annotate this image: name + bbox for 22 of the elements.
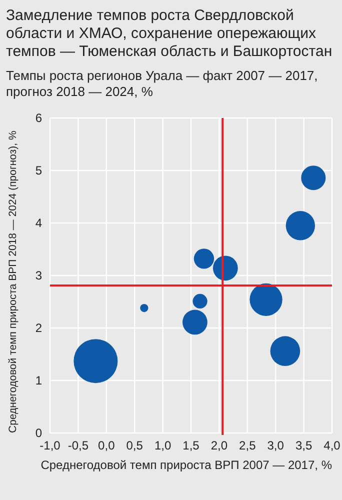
x-tick-label: 2,0 [210,438,228,453]
y-tick-label: 4 [35,216,42,230]
x-tick-label: -1,0 [40,438,61,453]
y-tick-label: 0 [35,426,42,440]
x-tick-label: 2,5 [239,438,256,453]
x-tick-label: 0,5 [126,438,144,453]
x-tick-label: -0,5 [68,438,89,453]
x-tick-label: 3,5 [295,438,312,453]
y-tick-label: 3 [35,268,42,282]
x-tick-label: 0,0 [98,438,116,453]
y-axis-title: Среднегодовой темп прироста ВРП 2018 — 2024 (прогноз), % [7,130,19,433]
x-tick-label: 1,0 [154,438,172,453]
x-tick-label: 4,0 [324,438,341,453]
x-tick-label: 1,5 [182,438,200,453]
y-tick-label: 2 [35,320,42,335]
y-tick-label: 1 [35,373,42,388]
y-tick-label: 6 [35,110,42,125]
chart-subtitle: Темпы роста регионов Урала — факт 2007 — 2017, прогноз 2018 — 2024, % [6,68,318,99]
x-axis-title: Среднегодовой темп прироста ВРП 2007 — 2017, % [40,458,332,472]
x-tick-label: 3,0 [267,438,284,453]
y-tick-label: 5 [35,163,42,178]
chart-title: Замедление темпов роста Свердловской области и ХМАО, сохранение опережающих темпов — Тюменская область и Башкортостан [6,7,332,60]
